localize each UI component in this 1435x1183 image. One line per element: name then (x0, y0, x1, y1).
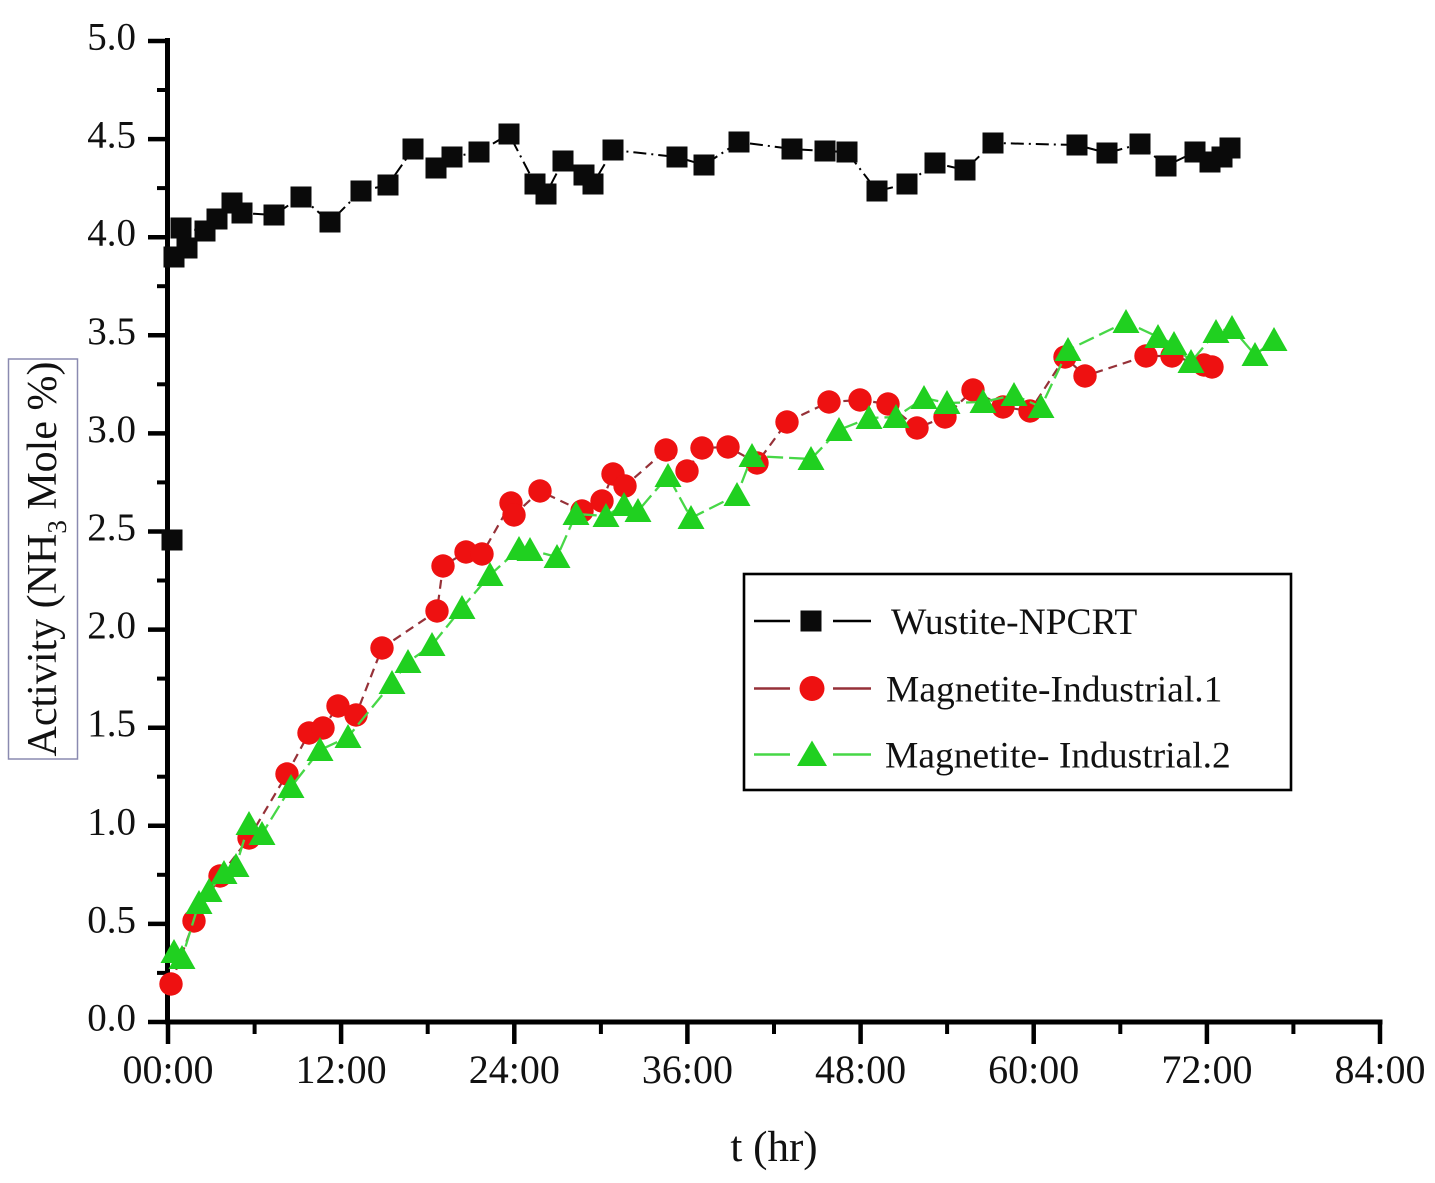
svg-text:1.5: 1.5 (87, 702, 136, 745)
svg-text:72:00: 72:00 (1161, 1047, 1252, 1092)
svg-text:36:00: 36:00 (642, 1047, 733, 1092)
svg-text:1.0: 1.0 (87, 800, 136, 843)
svg-text:Magnetite-Industrial.1: Magnetite-Industrial.1 (886, 670, 1222, 711)
svg-text:3.0: 3.0 (87, 408, 136, 451)
svg-text:t (hr): t (hr) (730, 1124, 817, 1171)
svg-text:3.5: 3.5 (87, 310, 136, 353)
svg-text:84:00: 84:00 (1334, 1047, 1425, 1092)
svg-text:0.0: 0.0 (87, 997, 136, 1040)
svg-text:00:00: 00:00 (122, 1047, 213, 1092)
svg-text:Activity (NH3 Mole %): Activity (NH3 Mole %) (20, 362, 72, 757)
svg-text:24:00: 24:00 (469, 1047, 560, 1092)
svg-text:4.0: 4.0 (87, 212, 136, 255)
svg-text:0.5: 0.5 (87, 898, 136, 941)
svg-text:2.5: 2.5 (87, 506, 136, 549)
svg-text:Wustite-NPCRT: Wustite-NPCRT (891, 602, 1137, 643)
svg-text:2.0: 2.0 (87, 604, 136, 647)
svg-text:Magnetite- Industrial.2: Magnetite- Industrial.2 (885, 736, 1231, 777)
svg-text:4.5: 4.5 (87, 114, 136, 157)
svg-text:60:00: 60:00 (988, 1047, 1079, 1092)
svg-text:5.0: 5.0 (87, 16, 136, 59)
svg-text:12:00: 12:00 (296, 1047, 387, 1092)
svg-text:48:00: 48:00 (815, 1047, 906, 1092)
